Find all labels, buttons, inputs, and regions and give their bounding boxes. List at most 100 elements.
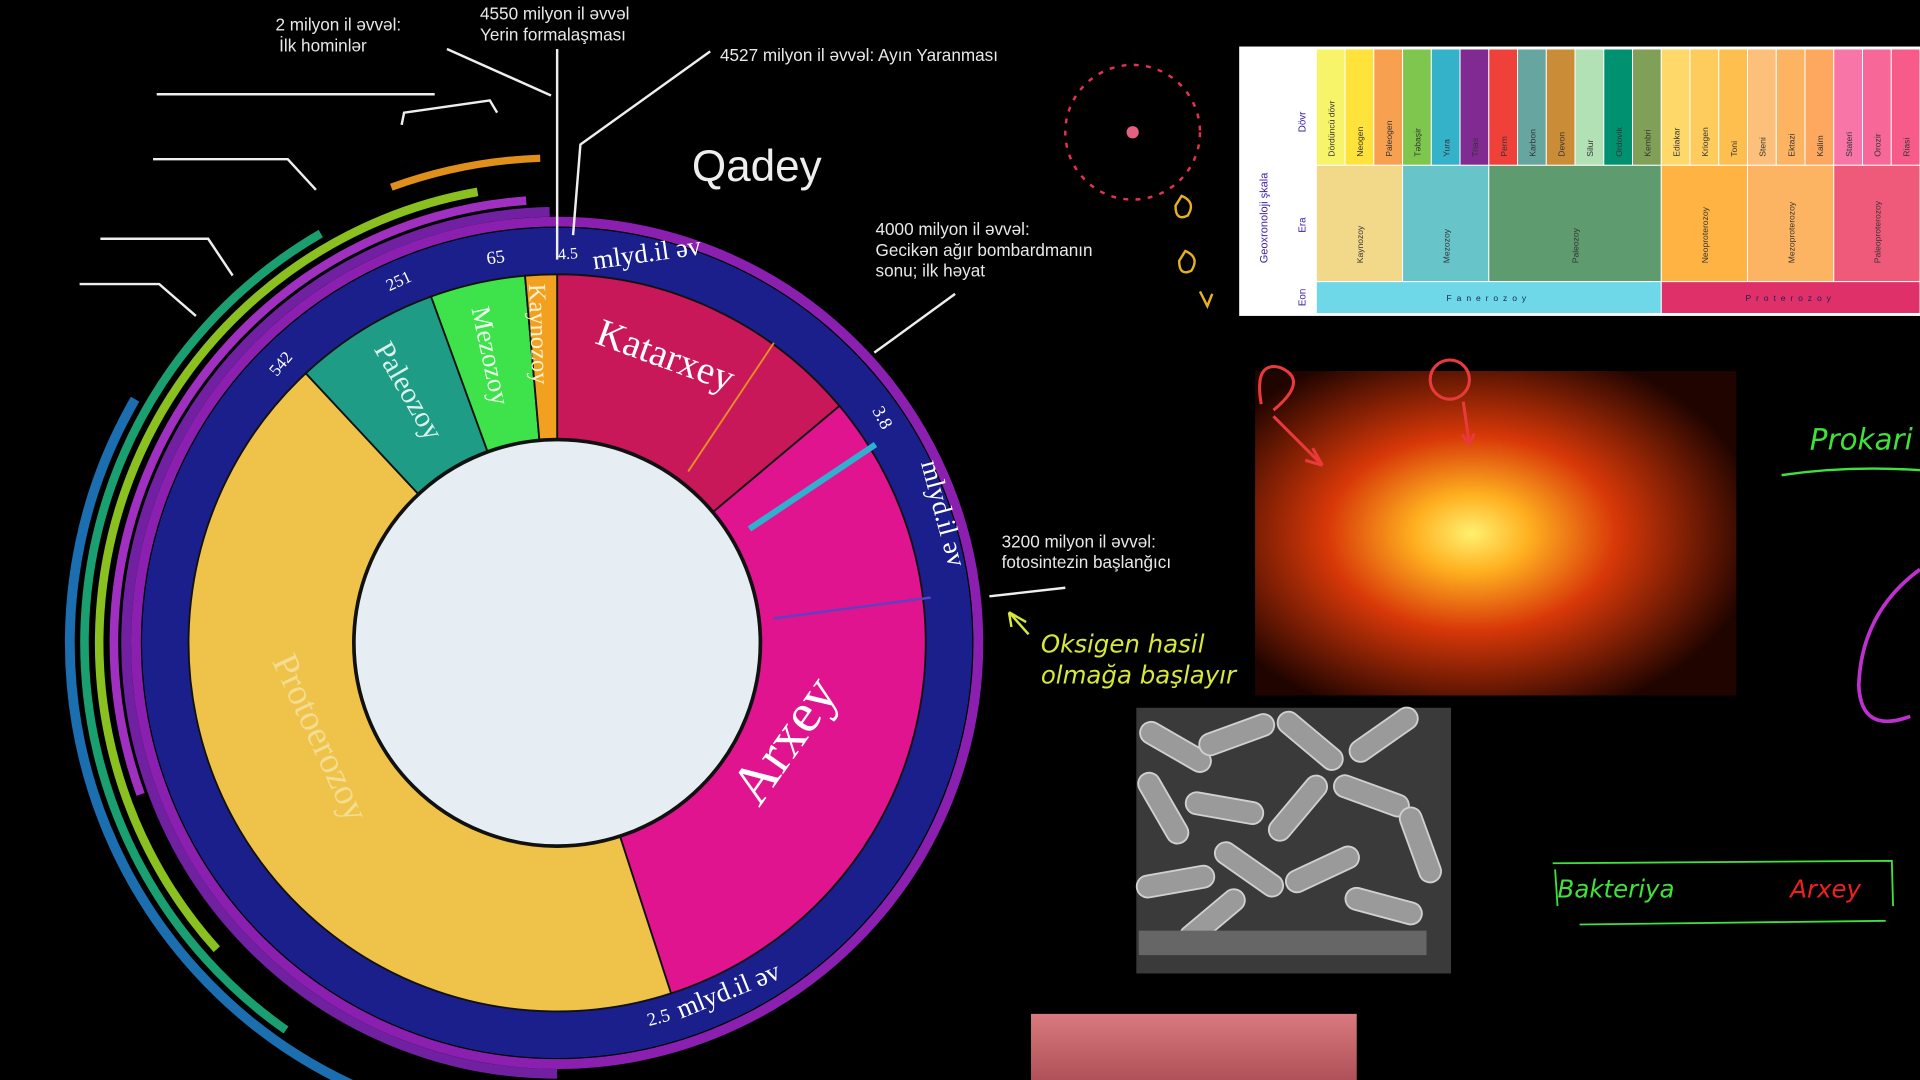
annotation: İlk hominlər <box>279 35 367 55</box>
pointer-line <box>79 282 197 317</box>
rod <box>1213 841 1284 898</box>
period-cell <box>1517 48 1547 166</box>
handwritten-note: Bakteriya <box>1558 875 1675 904</box>
era-cell <box>1747 164 1835 283</box>
annotation: 2 milyon il əvvəl: <box>276 15 402 35</box>
clock-title: Qadey <box>692 142 822 191</box>
rod <box>1139 720 1212 773</box>
time-arc <box>109 196 527 796</box>
bacteria-photo <box>1135 706 1452 974</box>
annotation: 4527 milyon il əvvəl: Ayın Yaranması <box>720 45 998 65</box>
rod <box>1198 713 1276 757</box>
era-label: Neoproterozoy <box>1700 206 1710 263</box>
period-label: Neogen <box>1355 127 1365 157</box>
period-label: Devon <box>1556 132 1566 157</box>
handwriting: Oksigen hasil olmağa başlayır Prokari Ba… <box>1007 63 1920 926</box>
era-cell <box>1660 164 1749 283</box>
period-label: Kriogen <box>1700 127 1710 157</box>
annotation: sonu; ilk həyat <box>876 261 986 281</box>
rod <box>1276 710 1344 771</box>
pointer-line <box>989 586 1066 598</box>
scale-bar <box>1138 930 1427 956</box>
eon-label: Fanerozoy <box>1447 293 1532 303</box>
stromatolite-photo <box>1031 1013 1357 1080</box>
pointer-lines <box>79 47 1066 598</box>
period-label: Kembri <box>1643 130 1653 157</box>
ring-label: 4.5 <box>557 245 578 263</box>
geologic-table: Geoxronoloji şkala Dövr Era Eon Dördüncü… <box>1239 46 1920 316</box>
pointer-line <box>100 237 234 277</box>
era-label: Paleoproterozoy <box>1873 200 1883 263</box>
period-cell <box>1804 48 1835 166</box>
period-label: Dördüncü dövr <box>1326 100 1336 156</box>
handwritten-note: Arxey <box>1788 875 1861 904</box>
period-label: Orozir <box>1873 133 1883 156</box>
era-label: Kaynozoy <box>1355 225 1365 263</box>
ring-label: 65 <box>485 246 506 268</box>
period-label: Yura <box>1441 139 1451 157</box>
scribble <box>1856 567 1920 724</box>
annotation: 4000 milyon il əvvəl: <box>876 219 1030 239</box>
period-cell <box>1747 48 1777 166</box>
era-label: Mezoproterozoy <box>1786 201 1796 263</box>
rod <box>1344 886 1423 926</box>
time-arc <box>94 187 479 953</box>
era-label: Kaynozoy <box>523 283 554 385</box>
period-label: Təbaşir <box>1413 128 1423 157</box>
period-label: Steni <box>1758 137 1768 157</box>
period-label: Karbon <box>1528 129 1538 157</box>
annotation: Gecikən ağır bombardmanın <box>876 240 1093 260</box>
pointer-line <box>153 157 317 191</box>
pointer-line <box>446 47 552 97</box>
period-cell <box>1545 48 1576 166</box>
rod <box>1135 864 1216 899</box>
rod <box>1284 845 1360 894</box>
period-cell <box>1862 48 1892 166</box>
marker <box>773 596 931 620</box>
marker <box>687 342 775 472</box>
period-cell <box>1402 48 1432 166</box>
era-label: Mezozoy <box>1441 228 1451 263</box>
annotation: Yerin formalaşması <box>480 24 626 44</box>
period-label: Riasi <box>1901 138 1911 157</box>
handwritten-note: olmağa başlayır <box>1041 660 1238 689</box>
rod <box>1348 706 1419 763</box>
period-cell <box>1660 48 1691 166</box>
period-cell <box>1603 48 1634 166</box>
rod <box>1184 791 1265 825</box>
eon-cell <box>1315 281 1662 314</box>
inner-disc <box>352 437 763 848</box>
pointer-line <box>571 50 711 236</box>
table-title: Geoxronoloji şkala <box>1258 172 1270 263</box>
rod <box>1137 771 1190 845</box>
period-label: Perm <box>1499 136 1509 156</box>
time-arc <box>390 154 541 191</box>
scribble <box>1258 365 1324 467</box>
row-label: Eon <box>1297 289 1308 306</box>
dot <box>1126 126 1139 139</box>
arrow <box>1007 611 1030 636</box>
rod <box>1398 806 1442 884</box>
period-label: Ordovik <box>1614 127 1624 157</box>
pointer-line <box>873 292 956 354</box>
dashed-circle <box>1064 63 1202 201</box>
box <box>1552 859 1894 926</box>
era-cell <box>1833 164 1920 283</box>
annotation: 4550 milyon il əvvəl <box>480 4 629 24</box>
era-cell <box>1402 164 1490 283</box>
period-cell <box>1718 48 1749 166</box>
period-label: Kalim <box>1815 135 1825 156</box>
handwritten-note: Oksigen hasil <box>1041 630 1205 659</box>
period-cell <box>1344 48 1375 166</box>
scribble <box>1428 358 1476 446</box>
era-label: Paleozoy <box>1571 227 1581 263</box>
rod <box>1267 774 1329 842</box>
period-label: Toni <box>1729 141 1739 157</box>
period-label: Paleogen <box>1384 120 1394 156</box>
scribble <box>1174 194 1214 310</box>
row-label: Dövr <box>1297 111 1308 132</box>
time-arc <box>121 207 558 1079</box>
handwritten-note: Prokari <box>1810 422 1914 456</box>
rods <box>1135 706 1442 949</box>
